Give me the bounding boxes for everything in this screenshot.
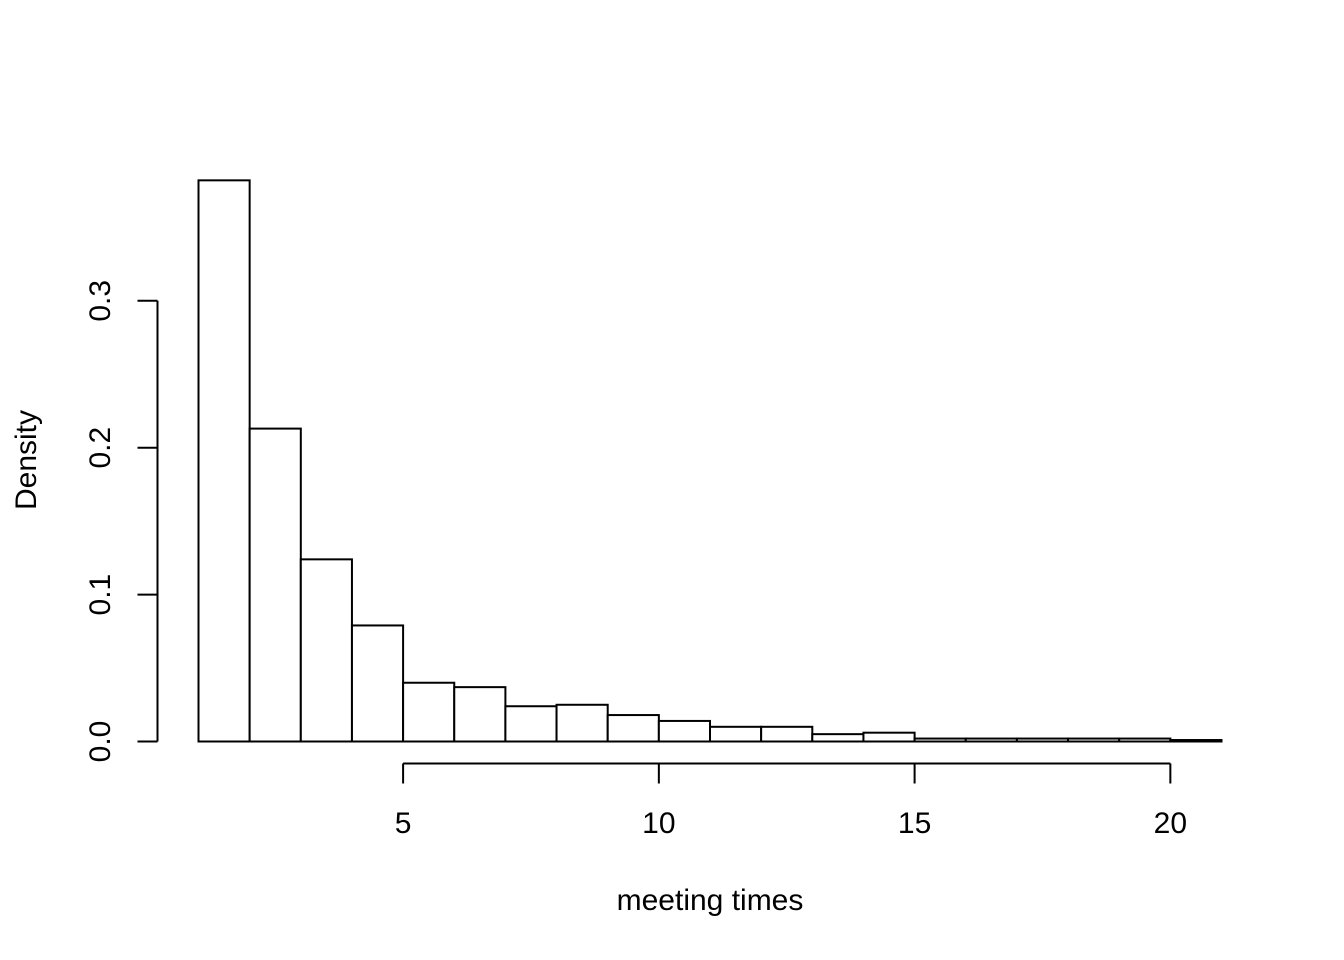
x-tick-label-20: 20 [1154, 807, 1187, 840]
histogram-bar-6 [453, 686, 507, 743]
y-axis-label: Density [10, 410, 43, 510]
x-tick-label-5: 5 [395, 807, 412, 840]
histogram-bars [197, 179, 1223, 743]
y-tick-label-0-1: 0.1 [84, 574, 117, 616]
histogram-bar-2 [248, 427, 302, 743]
histogram-bar-5 [402, 681, 456, 743]
y-tick-label-0-3: 0.3 [84, 280, 117, 322]
histogram-bar-20 [1169, 739, 1223, 743]
x-tick-label-15: 15 [898, 807, 931, 840]
histogram-bar-14 [862, 731, 916, 743]
histogram-bar-4 [350, 624, 405, 743]
histogram-bar-17 [1015, 737, 1070, 743]
y-tick-label-0-2: 0.2 [84, 427, 117, 469]
histogram-bar-10 [657, 719, 711, 743]
histogram-bar-18 [1067, 737, 1121, 743]
histogram-bar-8 [555, 703, 609, 743]
histogram-bar-1 [197, 179, 251, 743]
x-tick-label-10: 10 [642, 807, 675, 840]
y-axis: 0.0 0.1 0.2 0.3 [84, 280, 159, 763]
histogram-bar-7 [504, 705, 558, 743]
x-axis: 5 10 15 20 [395, 762, 1187, 840]
histogram-bar-13 [811, 733, 865, 743]
histogram-bar-19 [1118, 737, 1172, 743]
histogram-bar-3 [299, 558, 353, 743]
y-tick-label-0-0: 0.0 [84, 721, 117, 763]
histogram-bar-16 [964, 737, 1018, 743]
histogram-bar-9 [606, 714, 660, 743]
histogram-bar-11 [709, 725, 763, 743]
x-axis-label: meeting times [617, 884, 804, 917]
histogram-bar-15 [913, 737, 967, 743]
histogram-bar-12 [760, 725, 814, 743]
